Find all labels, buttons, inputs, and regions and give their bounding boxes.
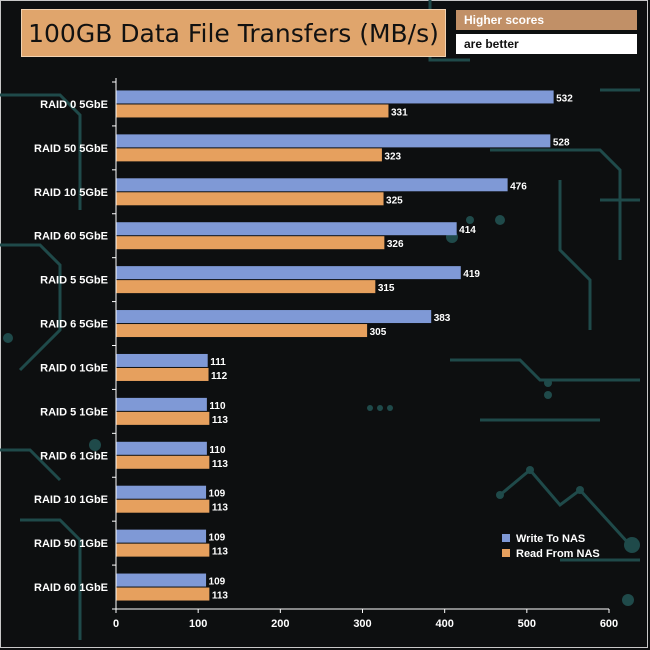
- x-tick-label: 100: [189, 618, 207, 630]
- circuit-node: [576, 486, 584, 494]
- circuit-trace: [0, 93, 82, 210]
- read-bar: [116, 324, 368, 338]
- legend-label-write: Write To NAS: [516, 533, 585, 545]
- write-value-label: 383: [434, 313, 451, 324]
- read-value-label: 331: [391, 107, 408, 118]
- write-value-label: 110: [209, 401, 226, 412]
- circuit-node: [624, 537, 640, 553]
- legend-swatch-read: [502, 549, 510, 557]
- write-bar: [116, 90, 554, 104]
- category-label: RAID 50 1GbE: [34, 538, 108, 550]
- read-value-label: 113: [212, 415, 229, 426]
- write-value-label: 414: [459, 225, 476, 236]
- read-bar: [116, 587, 210, 601]
- x-tick-label: 300: [353, 618, 371, 630]
- read-value-label: 326: [387, 239, 404, 250]
- write-bar: [116, 441, 207, 455]
- circuit-node: [3, 333, 13, 343]
- circuit-node: [377, 405, 383, 411]
- category-label: RAID 0 1GbE: [40, 362, 108, 374]
- category-label: RAID 5 1GbE: [40, 406, 108, 418]
- category-label: RAID 6 1GbE: [40, 450, 108, 462]
- read-bar: [116, 236, 385, 250]
- write-bar: [116, 266, 461, 280]
- read-value-label: 325: [386, 195, 403, 206]
- write-value-label: 109: [209, 489, 226, 500]
- higher-scores-note: Higher scores: [456, 10, 637, 30]
- write-bar: [116, 353, 208, 367]
- category-label: RAID 60 5GbE: [34, 231, 108, 243]
- read-value-label: 113: [212, 503, 229, 514]
- read-bar: [116, 411, 210, 425]
- circuit-node: [544, 379, 552, 387]
- circuit-trace: [499, 467, 632, 547]
- circuit-trace: [558, 180, 592, 330]
- read-value-label: 315: [378, 283, 395, 294]
- circuit-node: [495, 215, 505, 225]
- x-tick-label: 200: [271, 618, 289, 630]
- circuit-node: [622, 594, 634, 606]
- category-label: RAID 6 5GbE: [40, 319, 108, 331]
- read-value-label: 305: [370, 327, 387, 338]
- read-bar: [116, 455, 210, 469]
- read-bar: [116, 280, 376, 294]
- legend-swatch-write: [502, 534, 510, 542]
- category-label: RAID 10 1GbE: [34, 494, 108, 506]
- circuit-node: [89, 439, 101, 451]
- write-bar: [116, 397, 207, 411]
- category-label: RAID 60 1GbE: [34, 582, 108, 594]
- circuit-trace: [0, 243, 62, 372]
- read-bar: [116, 148, 382, 162]
- category-label: RAID 5 5GbE: [40, 275, 108, 287]
- write-bar: [116, 310, 432, 324]
- circuit-node: [544, 391, 552, 399]
- read-bar: [116, 104, 389, 118]
- write-value-label: 109: [209, 533, 226, 544]
- write-bar: [116, 222, 457, 236]
- write-bar: [116, 134, 551, 148]
- write-value-label: 110: [209, 445, 226, 456]
- write-value-label: 476: [510, 181, 527, 192]
- write-value-label: 109: [209, 577, 226, 588]
- write-value-label: 532: [556, 93, 573, 104]
- read-bar: [116, 367, 209, 381]
- write-value-label: 419: [463, 269, 480, 280]
- circuit-trace: [0, 448, 62, 482]
- write-bar: [116, 178, 508, 192]
- x-tick-label: 500: [518, 618, 536, 630]
- circuit-node: [367, 405, 373, 411]
- circuit-trace: [450, 358, 640, 382]
- read-bar: [116, 192, 384, 206]
- read-value-label: 113: [212, 547, 229, 558]
- x-tick-label: 0: [113, 618, 119, 630]
- circuit-trace: [20, 518, 82, 640]
- read-bar: [116, 499, 210, 513]
- category-label: RAID 50 5GbE: [34, 143, 108, 155]
- circuit-node: [387, 405, 393, 411]
- read-value-label: 113: [212, 591, 229, 602]
- read-value-label: 113: [212, 459, 229, 470]
- x-tick-label: 600: [600, 618, 618, 630]
- write-bar: [116, 529, 207, 543]
- circuit-trace: [490, 148, 622, 260]
- are-better-note: are better: [456, 34, 637, 54]
- circuit-node: [526, 466, 534, 474]
- write-bar: [116, 485, 207, 499]
- circuit-node: [466, 216, 474, 224]
- write-value-label: 111: [210, 357, 226, 368]
- read-value-label: 323: [384, 151, 401, 162]
- legend-label-read: Read From NAS: [516, 548, 600, 560]
- read-value-label: 112: [211, 371, 228, 382]
- write-bar: [116, 573, 207, 587]
- write-value-label: 528: [553, 137, 570, 148]
- category-label: RAID 0 5GbE: [40, 99, 108, 111]
- chart-title: 100GB Data File Transfers (MB/s): [21, 9, 446, 57]
- x-tick-label: 400: [435, 618, 453, 630]
- circuit-node: [496, 491, 504, 499]
- category-label: RAID 10 5GbE: [34, 187, 108, 199]
- read-bar: [116, 543, 210, 557]
